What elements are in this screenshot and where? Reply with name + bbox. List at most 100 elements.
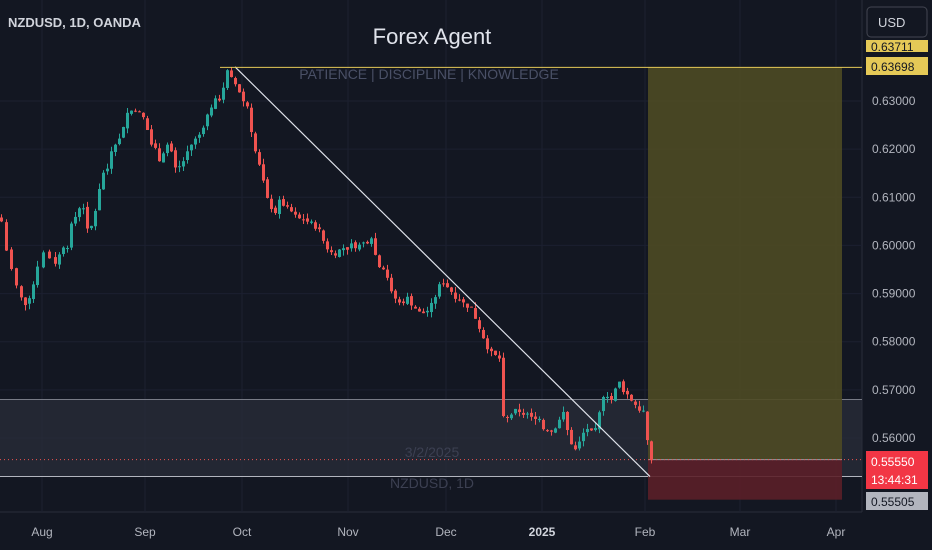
candle xyxy=(498,351,501,362)
candle-body xyxy=(282,199,285,206)
candle-body xyxy=(130,110,133,114)
candle-body xyxy=(154,143,157,148)
candle xyxy=(586,423,589,437)
candle-body xyxy=(78,208,81,218)
candle xyxy=(350,239,353,252)
trendline-layer[interactable] xyxy=(220,66,862,477)
drawings-layer xyxy=(0,67,862,500)
candle xyxy=(594,422,597,432)
candle-body xyxy=(274,207,277,214)
candle xyxy=(246,101,249,109)
candle-body xyxy=(614,388,617,401)
candle xyxy=(650,440,653,464)
candle-body xyxy=(466,303,469,308)
candle xyxy=(130,110,133,116)
candle-body xyxy=(190,144,193,151)
candle-body xyxy=(362,242,365,244)
candle-body xyxy=(514,408,517,414)
candle xyxy=(610,392,613,404)
candle-body xyxy=(534,416,537,419)
candle-body xyxy=(550,430,553,432)
candle-body xyxy=(554,428,557,433)
candle xyxy=(326,238,329,253)
candle xyxy=(242,88,245,107)
position-target-zone[interactable] xyxy=(648,67,842,460)
candle xyxy=(562,406,565,422)
candle-body xyxy=(438,284,441,297)
candle xyxy=(418,306,421,312)
candle-body xyxy=(378,255,381,268)
candle-body xyxy=(294,211,297,215)
candle-body xyxy=(538,418,541,421)
candle xyxy=(330,246,333,255)
candle-body xyxy=(174,150,177,168)
time-tick-label: Nov xyxy=(337,525,358,539)
candle-body xyxy=(546,430,549,432)
candle-body xyxy=(418,308,421,312)
candle-body xyxy=(406,296,409,304)
price-tick-label: 0.62000 xyxy=(872,142,916,156)
candle xyxy=(266,176,269,199)
candle xyxy=(102,170,105,190)
candle xyxy=(162,151,165,163)
candle xyxy=(262,158,265,183)
candle-body xyxy=(146,118,149,131)
price-tick-label: 0.61000 xyxy=(872,190,916,204)
candle-body xyxy=(162,153,165,163)
candle-body xyxy=(206,114,209,127)
candle-body xyxy=(98,189,101,211)
target-top-badge: 0.63711 xyxy=(866,40,928,54)
candle xyxy=(602,395,605,416)
candle xyxy=(446,279,449,288)
candle xyxy=(482,327,485,339)
currency-label: USD xyxy=(878,15,905,30)
candle xyxy=(546,429,549,432)
candle-body xyxy=(102,172,105,190)
candle-body xyxy=(634,401,637,405)
candle xyxy=(494,350,497,356)
trendline[interactable] xyxy=(234,66,651,477)
candle xyxy=(530,408,533,421)
symbol-info[interactable]: NZDUSD, 1D, OANDA xyxy=(8,15,142,30)
candle-body xyxy=(498,355,501,359)
candle-body xyxy=(414,306,417,309)
candle-body xyxy=(574,445,577,450)
target-price-badge: 0.63698 xyxy=(866,57,928,75)
candle xyxy=(370,236,373,247)
candle-body xyxy=(318,227,321,230)
price-tick-label: 0.57000 xyxy=(872,383,916,397)
candle xyxy=(554,427,557,434)
candle-body xyxy=(134,110,137,112)
currency-button[interactable]: USD xyxy=(866,6,928,38)
candle xyxy=(110,146,113,174)
candle-body xyxy=(94,210,97,227)
candle-body xyxy=(5,222,8,251)
time-tick-label: Mar xyxy=(730,525,751,539)
candle xyxy=(438,281,441,299)
position-stop-zone[interactable] xyxy=(648,459,842,500)
candle-body xyxy=(170,143,173,152)
candle xyxy=(302,214,305,225)
candle-body xyxy=(186,151,189,160)
candle xyxy=(454,286,457,303)
candle-body xyxy=(622,381,625,393)
candle xyxy=(24,297,27,311)
candle xyxy=(426,306,429,317)
price-tick-label: 0.58000 xyxy=(872,335,916,349)
candle xyxy=(250,103,253,137)
candle xyxy=(186,145,189,164)
candle-body xyxy=(250,107,253,133)
candle xyxy=(486,335,489,354)
candle xyxy=(630,394,633,402)
candle xyxy=(218,94,221,102)
candle-body xyxy=(478,320,481,329)
candle xyxy=(434,294,437,309)
candle-body xyxy=(182,161,185,167)
candle-body xyxy=(198,134,201,138)
candle xyxy=(538,416,541,423)
countdown-label: 13:44:31 xyxy=(871,473,918,487)
candle xyxy=(238,84,241,93)
candle xyxy=(154,139,157,150)
candle xyxy=(206,113,209,131)
